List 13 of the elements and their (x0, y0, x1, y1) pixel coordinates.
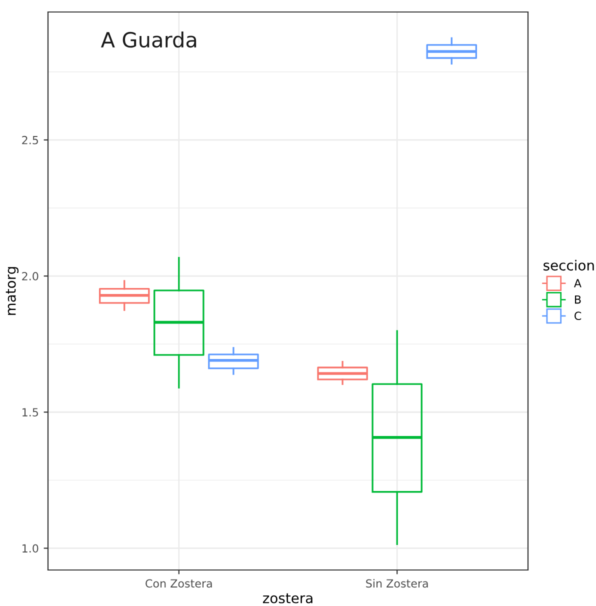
y-tick-label: 2.0 (22, 272, 38, 280)
legend-label: C (574, 312, 582, 320)
x-tick-label: Sin Zostera (366, 579, 428, 588)
text: A Guarda (100, 32, 196, 48)
y-axis-title: matorg (6, 267, 19, 315)
y-tick-label: 1.0 (22, 544, 38, 553)
legend-label: A (574, 279, 582, 288)
x-axis-title: zostera (262, 593, 312, 604)
legend-label: B (575, 295, 581, 304)
y-tick-label: 2.5 (22, 136, 38, 144)
x-tick-label: Con Zostera (146, 579, 212, 588)
y-tick-label: 1.5 (22, 408, 38, 417)
legend-title: seccion (544, 260, 594, 271)
